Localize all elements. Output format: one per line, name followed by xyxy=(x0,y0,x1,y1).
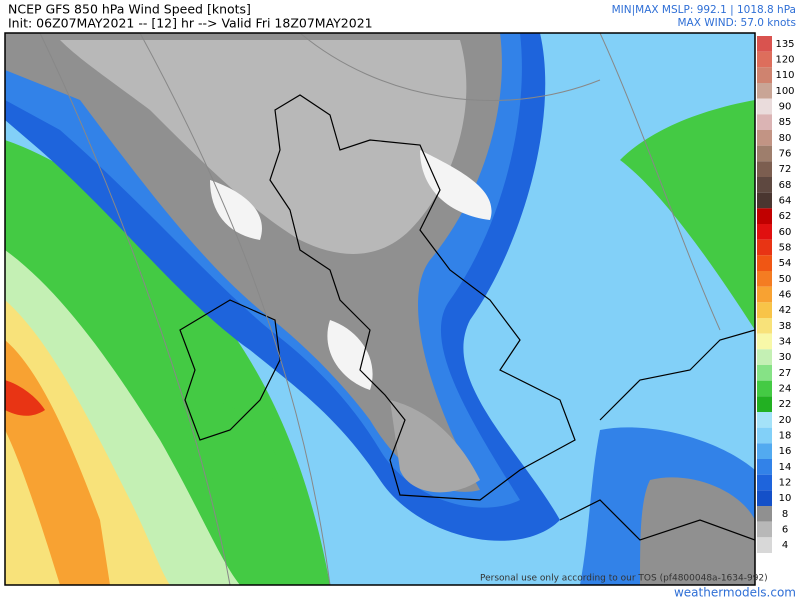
legend-swatch xyxy=(757,286,772,303)
legend-label: 8 xyxy=(782,509,788,520)
legend-swatch xyxy=(757,255,772,271)
coastline xyxy=(559,329,755,541)
legend-swatch xyxy=(757,83,772,99)
legend-label: 22 xyxy=(779,399,792,410)
legend-swatch xyxy=(757,271,772,287)
tos-notice: Personal use only according to our TOS (… xyxy=(480,574,768,584)
wind-area xyxy=(60,40,467,254)
legend-label: 12 xyxy=(779,478,792,489)
legend-label: 16 xyxy=(779,446,792,457)
wind-area xyxy=(390,400,480,493)
legend-swatch xyxy=(757,380,772,397)
legend-label: 14 xyxy=(779,462,792,473)
legend-label: 80 xyxy=(779,133,792,144)
wind-area xyxy=(640,477,755,585)
legend-swatch xyxy=(757,365,772,381)
legend-swatch xyxy=(757,145,772,162)
legend-label: 90 xyxy=(779,102,792,113)
wind-area xyxy=(5,380,45,416)
legend-swatch xyxy=(757,51,772,68)
max-wind-info: MAX WIND: 57.0 knots xyxy=(677,17,796,29)
legend-label: 135 xyxy=(775,39,794,50)
coastline xyxy=(179,299,281,441)
legend-label: 58 xyxy=(779,243,792,254)
legend-swatch xyxy=(757,427,772,444)
legend-swatch xyxy=(757,443,772,459)
legend-label: 64 xyxy=(779,196,792,207)
legend-swatch xyxy=(757,114,772,130)
mslp-info: MIN|MAX MSLP: 992.1 | 1018.8 hPa xyxy=(612,4,796,16)
coastline xyxy=(269,94,576,501)
legend-label: 110 xyxy=(775,70,794,81)
title: NCEP GFS 850 hPa Wind Speed [knots] xyxy=(8,2,251,17)
subtitle: Init: 06Z07MAY2021 -- [12] hr --> Valid … xyxy=(8,16,373,31)
legend-label: 30 xyxy=(779,352,792,363)
wind-area xyxy=(180,398,280,489)
legend-label: 62 xyxy=(779,211,792,222)
legend-label: 20 xyxy=(779,415,792,426)
legend-swatch xyxy=(757,506,772,522)
legend-label: 76 xyxy=(779,149,792,160)
legend-label: 24 xyxy=(779,384,792,395)
legend-label: 72 xyxy=(779,164,792,175)
legend-swatch xyxy=(757,333,772,350)
legend-label: 100 xyxy=(775,86,794,97)
legend-swatch xyxy=(757,98,772,115)
legend-swatch xyxy=(757,224,772,240)
legend-label: 68 xyxy=(779,180,792,191)
map-border xyxy=(4,32,756,586)
legend-label: 4 xyxy=(782,540,788,551)
legend-swatch xyxy=(757,459,772,475)
legend-swatch xyxy=(757,177,772,193)
legend-swatch xyxy=(757,474,772,491)
legend-label: 6 xyxy=(782,525,788,536)
legend-label: 50 xyxy=(779,274,792,285)
legend-label: 46 xyxy=(779,290,792,301)
legend-label: 27 xyxy=(779,368,792,379)
legend-swatch xyxy=(757,490,772,506)
legend-label: 18 xyxy=(779,431,792,442)
legend-swatch xyxy=(757,412,772,428)
wind-area xyxy=(210,150,492,390)
legend-swatch xyxy=(757,130,772,146)
legend-swatch xyxy=(757,521,772,538)
legend-label: 38 xyxy=(779,321,792,332)
credit: weathermodels.com xyxy=(674,586,796,600)
legend-label: 34 xyxy=(779,337,792,348)
legend-swatch xyxy=(757,36,772,52)
legend-label: 85 xyxy=(779,117,792,128)
isobar xyxy=(39,33,721,585)
legend-label: 42 xyxy=(779,305,792,316)
wind-area xyxy=(620,100,755,330)
legend-label: 60 xyxy=(779,227,792,238)
legend-swatch xyxy=(757,396,772,412)
legend-label: 120 xyxy=(775,55,794,66)
legend-swatch xyxy=(757,302,772,318)
legend-label: 10 xyxy=(779,493,792,504)
map xyxy=(4,32,756,586)
legend-swatch xyxy=(757,239,772,256)
legend-swatch xyxy=(757,208,772,224)
legend-swatch xyxy=(757,349,772,365)
legend-swatch xyxy=(757,318,772,334)
legend-swatch xyxy=(757,537,772,553)
legend-swatch xyxy=(757,67,772,83)
legend-swatch xyxy=(757,192,772,209)
legend-swatch xyxy=(757,161,772,177)
legend-label: 54 xyxy=(779,258,792,269)
